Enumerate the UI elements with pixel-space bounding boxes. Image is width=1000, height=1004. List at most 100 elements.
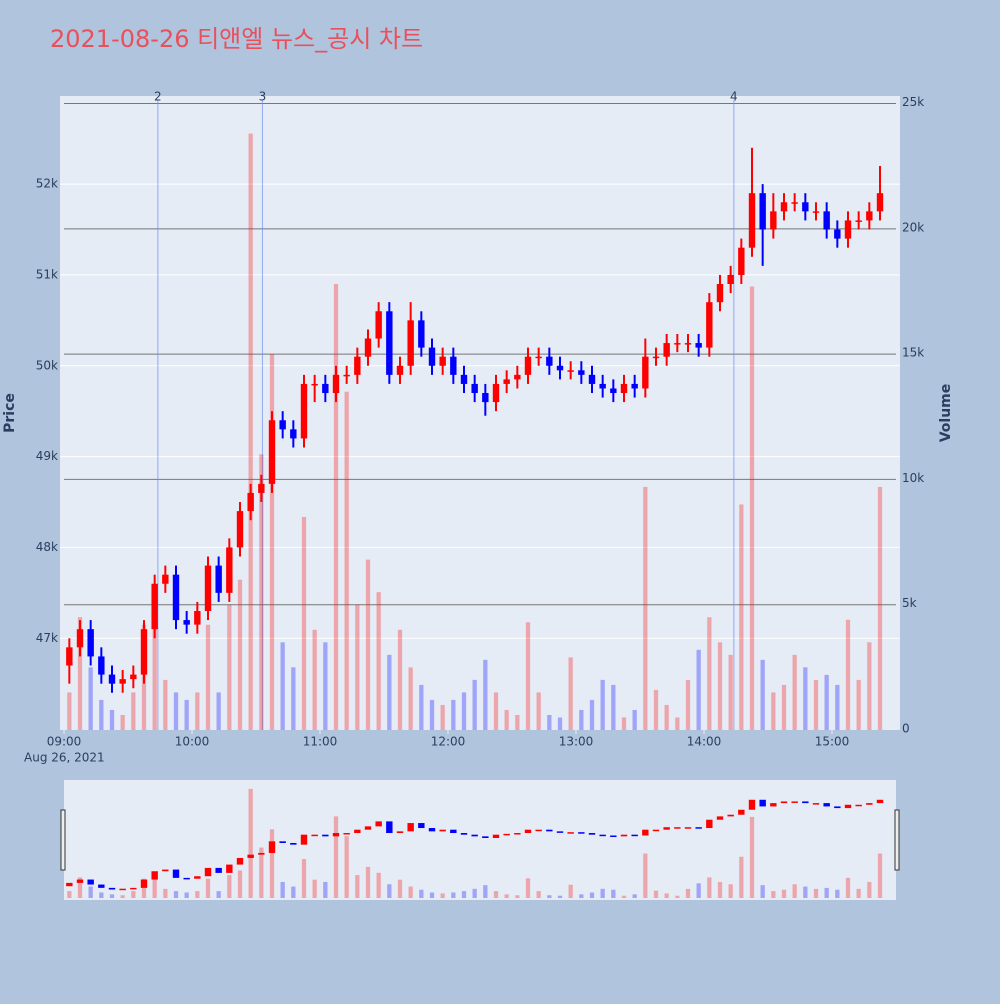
candle-body	[162, 574, 169, 584]
volume-bar	[333, 283, 339, 730]
volume-bar-mini	[568, 884, 573, 898]
volume-bar	[813, 679, 819, 730]
candle-body	[834, 229, 841, 239]
volume-bar	[323, 642, 328, 730]
y2-tick-label: 5k	[902, 596, 917, 610]
volume-bar	[376, 592, 381, 730]
volume-bar	[611, 684, 616, 730]
candle-body-mini	[258, 852, 265, 855]
candle-body	[588, 374, 596, 384]
candle-body	[770, 211, 777, 230]
candle-body-mini	[535, 829, 542, 832]
candle-body	[322, 383, 329, 394]
candle-body	[556, 365, 564, 371]
candle-body-mini	[140, 879, 148, 888]
candle-body	[386, 311, 393, 375]
slider-handle[interactable]	[894, 809, 900, 871]
candle-body-mini	[300, 834, 308, 845]
x-tick-label: 10:00	[175, 735, 210, 749]
candle-body	[802, 202, 809, 212]
candle-body-mini	[716, 816, 724, 820]
volume-bar-mini	[589, 892, 595, 898]
candle-body	[247, 492, 254, 512]
candle-body	[407, 320, 414, 366]
volume-bar-mini	[312, 879, 317, 898]
event-label: 3	[259, 90, 267, 104]
volume-bar	[621, 717, 627, 730]
candle-body-mini	[98, 884, 105, 888]
volume-bar	[173, 692, 179, 730]
candle-body	[706, 302, 713, 348]
volume-bar-mini	[355, 875, 360, 898]
volume-bar	[184, 699, 189, 730]
candle-body-mini	[524, 829, 532, 834]
candle-body-mini	[76, 879, 84, 883]
volume-bar	[461, 692, 467, 730]
candle-body	[418, 320, 425, 348]
volume-bar-mini	[280, 881, 285, 898]
y2-tick-label: 25k	[902, 95, 924, 109]
volume-bar-mini	[483, 885, 488, 898]
volume-bar-mini	[152, 875, 157, 898]
candle-body-mini	[450, 829, 457, 834]
volume-bar	[824, 674, 829, 730]
candle-body	[364, 338, 372, 357]
candle-body-mini	[311, 834, 318, 837]
volume-bar-mini	[173, 891, 179, 898]
volume-bar-mini	[707, 877, 712, 898]
candle-body	[503, 379, 510, 384]
candle-body-mini	[748, 799, 756, 810]
volume-bar-mini	[547, 895, 552, 898]
volume-bar	[195, 692, 200, 730]
candle-body-mini	[823, 803, 830, 807]
candle-body-mini	[556, 831, 564, 833]
candle-body-mini	[279, 841, 286, 843]
candle-body-mini	[588, 833, 596, 835]
plot-area	[60, 96, 900, 730]
range-slider[interactable]	[64, 780, 896, 900]
volume-bar-mini	[824, 887, 829, 898]
candle-body-mini	[780, 801, 788, 804]
volume-bar-mini	[77, 877, 83, 898]
volume-bar-mini	[301, 859, 307, 898]
volume-bar	[675, 717, 680, 730]
volume-bar	[216, 692, 221, 730]
volume-bar	[408, 667, 413, 730]
candle-body	[343, 374, 350, 377]
candle-body	[535, 356, 542, 359]
candle-body	[652, 356, 660, 359]
candle-body-mini	[727, 814, 734, 817]
candle-body-mini	[130, 887, 137, 890]
volume-bar	[867, 642, 872, 730]
candle-body-mini	[172, 869, 180, 878]
candle-body-mini	[578, 832, 585, 834]
volume-bar-mini	[163, 888, 168, 898]
candle-body	[332, 374, 340, 394]
candle-body-mini	[290, 842, 297, 845]
volume-bar-mini	[88, 886, 93, 898]
volume-bar	[781, 684, 787, 730]
candle-body	[140, 629, 148, 675]
volume-bar	[515, 714, 520, 730]
x-tick-label: 09:00	[47, 735, 82, 749]
candle-body-mini	[471, 834, 478, 837]
candle-body-mini	[514, 833, 521, 835]
volume-bar	[248, 133, 253, 730]
volume-bar	[67, 692, 72, 730]
volume-bar-mini	[376, 872, 381, 898]
slider-handle[interactable]	[60, 809, 66, 871]
candle-body-mini	[375, 821, 382, 827]
volume-bar-mini	[760, 885, 765, 898]
event-label: 4	[730, 90, 738, 104]
volume-bar-mini	[643, 853, 648, 898]
candle-body	[226, 547, 233, 593]
volume-bar-mini	[205, 878, 211, 898]
volume-bar	[237, 579, 243, 730]
candle-body	[642, 356, 649, 389]
candle-body	[748, 193, 756, 248]
candle-body	[151, 583, 158, 630]
volume-bar-mini	[429, 892, 435, 898]
volume-bar	[643, 486, 648, 730]
volume-bar	[301, 516, 307, 730]
volume-bar-mini	[451, 892, 456, 898]
